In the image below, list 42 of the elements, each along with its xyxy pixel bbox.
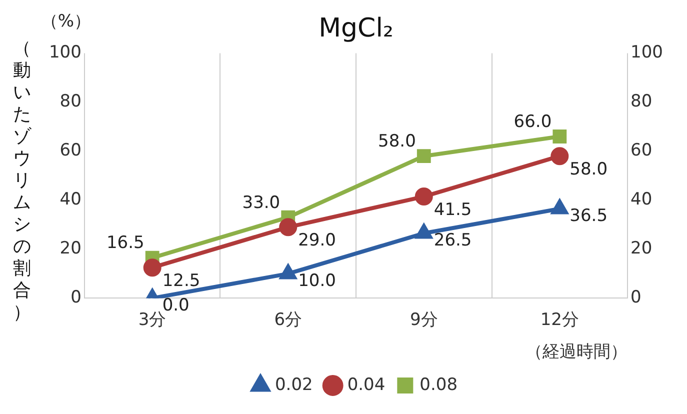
data-label: 26.5 bbox=[434, 230, 472, 251]
data-label: 36.5 bbox=[570, 206, 608, 226]
data-label: 16.5 bbox=[106, 233, 144, 254]
data-label: 33.0 bbox=[242, 192, 280, 213]
y2-tick-label: 20 bbox=[630, 238, 652, 259]
x-tick-label: 9分 bbox=[410, 310, 438, 330]
y-tick-label: 80 bbox=[60, 92, 82, 112]
chart-title: MgCl₂ bbox=[318, 13, 394, 44]
data-label: 66.0 bbox=[514, 112, 552, 132]
data-label: 58.0 bbox=[378, 132, 416, 152]
y-tick-label: 0 bbox=[70, 288, 82, 308]
text: （%） bbox=[40, 11, 92, 32]
text: （動いたゾウリムシの割合） bbox=[13, 38, 31, 323]
point bbox=[550, 147, 569, 166]
data-label: 12.5 bbox=[162, 270, 200, 291]
point bbox=[416, 149, 431, 164]
x-axis-title: （経過時間） bbox=[526, 342, 628, 362]
y-tick-label: 40 bbox=[60, 190, 82, 210]
data-label: 10.0 bbox=[298, 271, 336, 292]
legend-label: 0.04 bbox=[347, 374, 386, 395]
point bbox=[552, 200, 568, 214]
point bbox=[416, 224, 432, 239]
point bbox=[280, 264, 296, 280]
point bbox=[279, 218, 298, 236]
point bbox=[143, 258, 162, 277]
y2-tick-label: 60 bbox=[630, 140, 652, 161]
data-label: 41.5 bbox=[434, 200, 472, 220]
legend-label: 0.02 bbox=[274, 374, 313, 395]
x-tick-label: 6分 bbox=[274, 310, 302, 330]
point bbox=[552, 130, 567, 144]
data-label: 58.0 bbox=[570, 160, 608, 180]
data-label: 29.0 bbox=[298, 230, 336, 251]
x-tick-label: 12分 bbox=[540, 310, 579, 330]
y2-tick-label: 40 bbox=[630, 190, 652, 210]
y2-tick-label: 100 bbox=[630, 42, 664, 63]
y2-tick-label: 0 bbox=[630, 288, 642, 308]
point bbox=[414, 188, 433, 206]
y-tick-label: 20 bbox=[60, 238, 82, 259]
y-tick-label: 60 bbox=[60, 140, 82, 161]
y2-tick-label: 80 bbox=[630, 92, 652, 112]
y-tick-label: 100 bbox=[48, 42, 82, 63]
legend-label: 0.08 bbox=[420, 374, 458, 395]
